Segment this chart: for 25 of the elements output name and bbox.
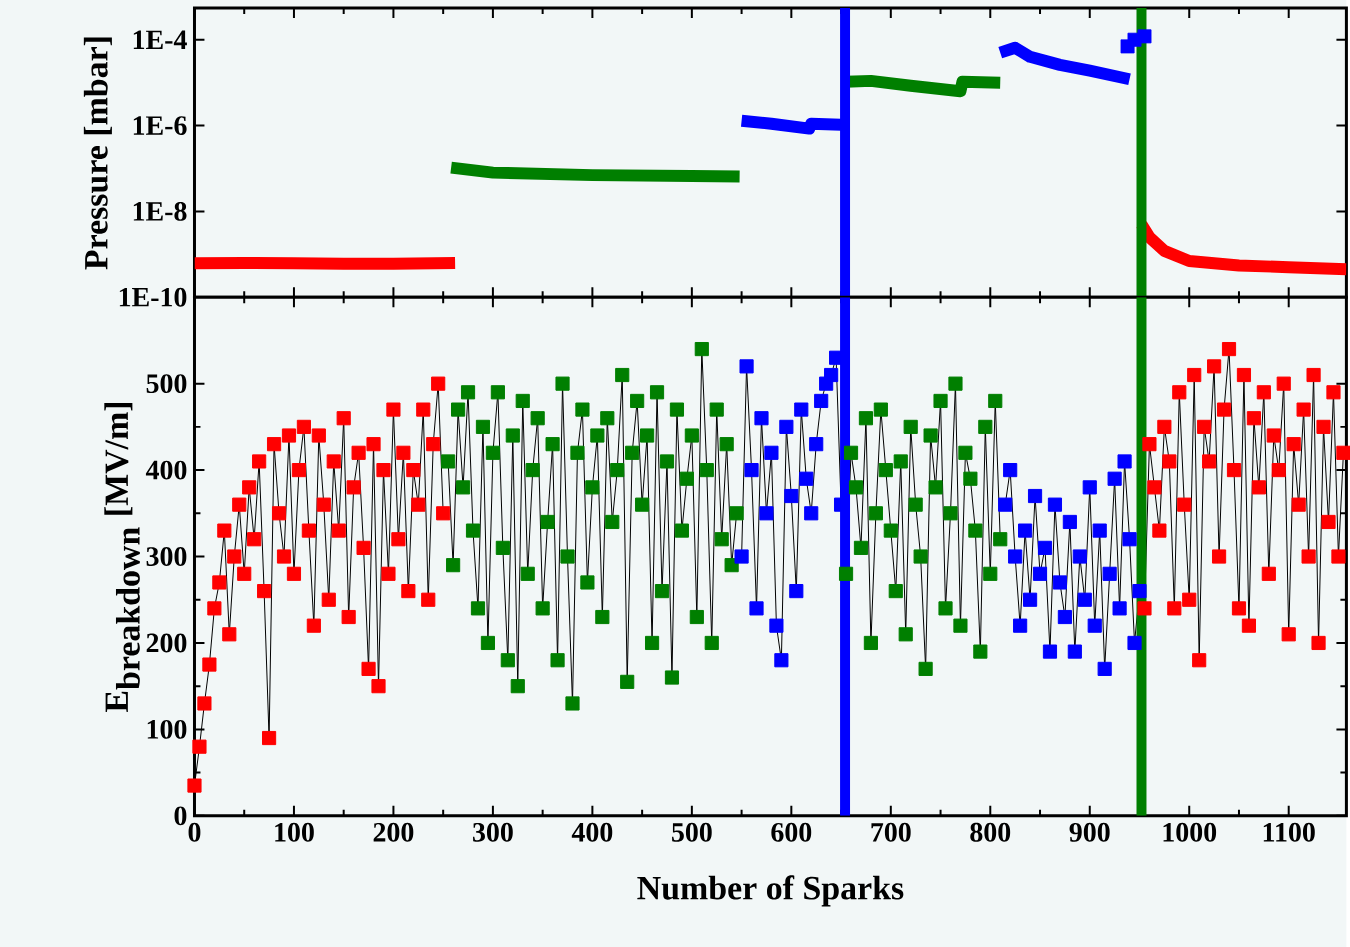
x-tick-label: 400 <box>571 822 613 842</box>
x-tick-label: 1000 <box>1163 822 1217 842</box>
y-tick-label: 400 <box>145 460 187 480</box>
x-tick-label: 100 <box>275 822 314 842</box>
x-tick-label: 0 <box>188 822 201 842</box>
y-tick-label: 1E-10 <box>119 287 187 307</box>
y-tick-label: 1E-8 <box>133 201 187 221</box>
x-tick-label: 900 <box>1069 822 1110 842</box>
x-tick-label: 800 <box>970 822 1011 842</box>
y-tick-label: 0 <box>174 806 187 826</box>
x-tick-label: 600 <box>771 822 812 842</box>
x-tick-label: 300 <box>473 822 513 842</box>
x-tick-label: 1100 <box>1263 822 1315 842</box>
x-tick-label: 700 <box>871 822 911 842</box>
y-tick-label: 200 <box>146 633 187 653</box>
y-tick-label: 100 <box>147 719 187 739</box>
y-tick-label: 500 <box>146 373 187 393</box>
x-axis-title: Number of Sparks <box>637 875 904 907</box>
x-tick-label: 200 <box>373 822 414 842</box>
y-axis-title: Pressure [mbar] <box>83 37 112 270</box>
y-tick-label: 1E-6 <box>133 115 187 135</box>
y-tick-label: 300 <box>146 546 187 566</box>
y-axis-title: $\textbf{E}_{\textbf{breakdown}}\ \textbf{[MV/m]}$ <box>104 402 140 712</box>
y-tick-label: 1E-4 <box>133 30 187 49</box>
x-tick-label: 500 <box>672 822 712 842</box>
